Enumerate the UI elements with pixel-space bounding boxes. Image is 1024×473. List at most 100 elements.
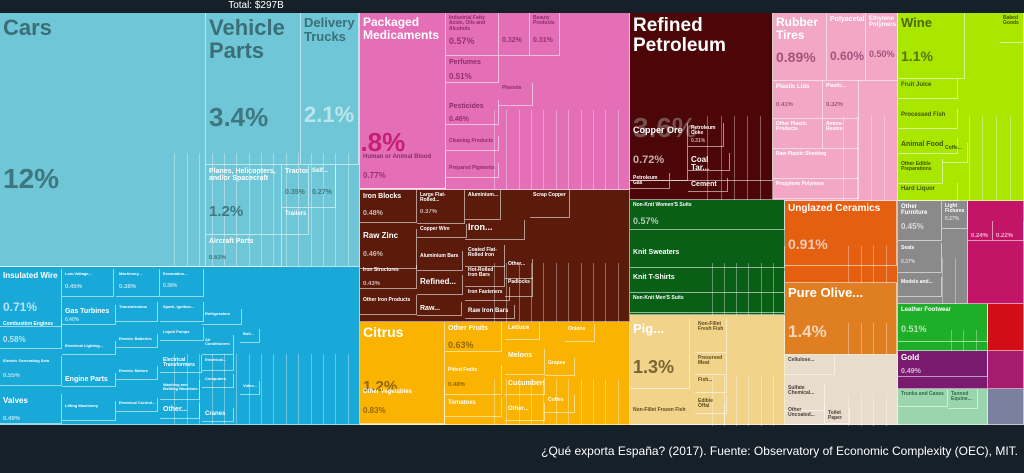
treemap-tile[interactable]: Propylene Polymers [773,179,859,199]
treemap-tile[interactable]: Preserved Meat [695,353,727,375]
treemap-tile[interactable]: Onions [565,324,595,342]
treemap-tile[interactable]: Pitted Fruits 0.48% [445,365,502,395]
treemap-tile[interactable]: Iron... [465,220,525,240]
treemap-tile[interactable]: Spark- Ignition... [160,302,204,322]
treemap-tile[interactable]: 0.22% [993,221,1024,241]
treemap-tile[interactable]: Excavation... 0.38% [160,269,204,297]
treemap-tile[interactable]: Non-Fillet Fresh Fish [695,319,727,353]
treemap-tile[interactable]: Pesticides 0.46% [446,100,499,125]
treemap-tile[interactable]: Processed Fish [898,109,958,129]
treemap-tile[interactable]: Electric Generating Sets 0.55% [0,356,62,386]
treemap-tile[interactable]: Other Furniture 0.45% [898,201,942,241]
treemap-tile[interactable]: Knit Sweaters [630,246,785,268]
treemap-tile[interactable]: Light Fixtures 0.27% [942,201,968,229]
treemap-tile[interactable]: Computers [202,374,234,388]
treemap-tile[interactable]: Electric Batteries [116,334,158,348]
treemap-tile[interactable]: Coal Tar... [688,153,730,171]
treemap-tile[interactable]: Tanned Equine... [948,389,978,409]
treemap-tile[interactable]: Petroleum Coke 0.31% [688,123,724,147]
treemap-tile[interactable]: Low-Voltage... 0.45% [62,269,114,297]
treemap-tile[interactable]: Non-Knit Men'S Suits [630,293,785,313]
treemap-tile[interactable]: Planes, Helicopters, and/or Spacecraft 1.… [206,165,282,235]
treemap-tile[interactable]: Fruit Juice [898,79,958,99]
treemap-tile[interactable]: Trailers [282,208,309,235]
treemap-tile[interactable]: Vehicle Parts 3.4% [206,13,301,165]
treemap-tile[interactable]: Lifting Machinery [62,401,116,421]
treemap-tile[interactable]: Ethylene Polymers 0.50% [866,13,898,81]
treemap-tile[interactable]: 0.32% [499,13,530,56]
treemap-tile[interactable]: Video... [240,381,260,395]
treemap-tile[interactable]: Refrigerators [202,309,242,325]
treemap-tile[interactable]: Other Vegetables 0.83% [360,386,445,424]
treemap-tile[interactable]: Electric Motors [116,366,158,380]
treemap-tile[interactable]: Aluminium... [465,190,501,220]
treemap-tile[interactable]: Trunks and Cases [898,389,948,407]
treemap-tile[interactable]: Raw Zinc 0.46% [360,229,417,269]
treemap-tile[interactable]: Other Edible Preparations [898,159,943,184]
treemap-tile[interactable]: Other Plastic Products [773,119,823,149]
treemap-tile[interactable]: Polyacetals 0.60% [827,13,866,81]
treemap-tile[interactable]: Electrical Control... [116,398,158,412]
treemap-tile[interactable]: Amino-Resins [823,119,859,149]
treemap-tile[interactable]: Pure Olive... 1.4% [785,283,897,355]
treemap-tile[interactable]: Transmissions [116,302,158,322]
treemap-tile[interactable]: Grapes [545,358,575,376]
treemap-tile[interactable]: Machinery... 0.38% [116,269,160,297]
treemap-tile[interactable]: Fish... [695,375,727,393]
treemap-tile[interactable]: Perfumes 0.51% [446,56,499,83]
treemap-tile[interactable]: Cellulose... [785,355,835,375]
treemap-tile[interactable]: Copper Wire [417,224,467,238]
treemap-tile[interactable]: Other Iron Products [360,295,417,315]
treemap-tile[interactable]: Beauty Products 0.31% [530,13,560,56]
treemap-tile[interactable]: 0.24% [968,221,993,241]
treemap-tile[interactable]: Electrical Lighting... [62,341,116,355]
treemap-tile[interactable]: Electrical Transformers [160,355,202,373]
treemap-tile[interactable]: Toilet Paper [825,408,850,424]
treemap-tile[interactable]: Self... 0.27% [309,165,336,208]
treemap-tile[interactable]: Liquid Pumps [160,327,204,341]
treemap-tile[interactable]: Non-Fillet Frozen Fish [630,405,725,425]
treemap-tile[interactable]: Iron Structures 0.43% [360,265,417,289]
treemap-tile[interactable]: Pig... 1.3% [630,319,690,389]
treemap-tile[interactable]: Leather Footwear 0.51% [898,304,988,342]
treemap-tile[interactable]: Tractors 0.35% [282,165,309,208]
treemap-tile[interactable]: Refined... [417,275,463,295]
treemap-tile[interactable]: Coffe... [942,143,968,163]
treemap-tile[interactable]: Other... [505,259,533,279]
treemap-tile[interactable]: Lettuce [505,322,540,340]
treemap-tile[interactable]: Petroleum Gas [630,173,670,189]
treemap-tile[interactable]: Raw Plastic Sheeting [773,149,859,179]
treemap-tile[interactable]: Plastic Lids 0.41% [773,81,823,119]
treemap-tile[interactable]: Iron Fasteners [465,287,510,301]
treemap-tile[interactable]: Raw Iron Bars [465,305,515,319]
treemap-tile[interactable]: Other... [160,403,200,419]
treemap-tile[interactable]: Electrical... [202,355,234,371]
treemap-tile[interactable]: Cucumbers [505,377,545,395]
treemap-tile[interactable]: Human or Animal Blood 0.77% [360,151,446,189]
treemap-tile[interactable]: Wine 1.1% [898,13,965,79]
treemap-tile[interactable]: Other... [505,403,545,421]
treemap-tile[interactable]: Other Fruits 0.63% [445,322,502,352]
treemap-tile[interactable]: Aluminium Bars [417,251,463,271]
treemap-tile[interactable]: Rubber Tires 0.89% [773,13,827,81]
treemap-tile[interactable]: Washing and Bottling Machines [160,380,200,400]
treemap-tile[interactable]: Scrap Copper [530,190,570,218]
treemap-tile[interactable]: Phenols [499,83,533,106]
treemap-tile[interactable]: Cement [688,178,728,192]
treemap-tile[interactable]: Hot-Rolled Iron Bars [465,265,505,287]
treemap-tile[interactable]: Gold 0.49% [898,351,988,377]
treemap-tile[interactable]: Non-Knit Women'S Suits 0.57% [630,200,785,230]
treemap-tile[interactable]: Delivery Trucks 2.1% [301,13,359,165]
treemap-tile[interactable]: Seats 0.37% [898,243,942,273]
treemap-tile[interactable]: Gas Turbines 0.40% [62,305,116,325]
treemap-tile[interactable]: Engine Parts [62,373,116,387]
treemap-tile[interactable]: Hard Liquor [898,183,958,201]
treemap-tile[interactable]: Coffee [545,395,575,413]
treemap-tile[interactable]: Plastic... 0.32% [823,81,859,119]
treemap-tile[interactable]: Combustion Engines 0.58% [0,319,62,349]
treemap-tile[interactable]: Tomatoes [445,397,502,417]
treemap-tile[interactable]: Unglazed Ceramics 0.91% [785,201,897,266]
treemap-tile[interactable]: Prepared Pigments [446,163,499,178]
treemap-tile[interactable]: Large Flat- Rolled... 0.37% [417,190,465,224]
treemap-tile[interactable]: Knit T-Shirts [630,271,785,293]
